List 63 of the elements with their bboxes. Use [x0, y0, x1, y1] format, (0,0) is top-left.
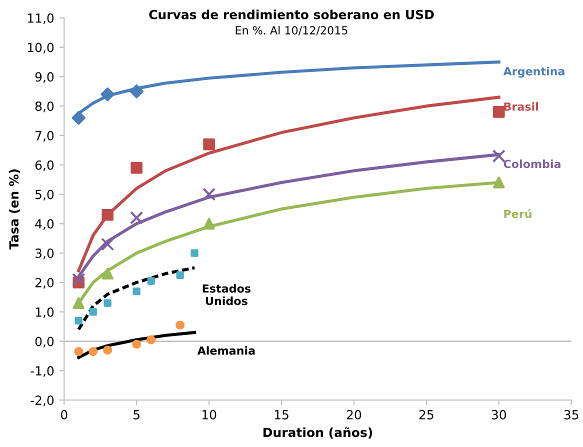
series-label: Estados Unidos [202, 284, 251, 306]
y-tick-label: 10,0 [28, 42, 54, 54]
point [74, 316, 82, 325]
point [203, 218, 215, 230]
point [100, 87, 115, 102]
y-tick-label: 1,0 [36, 307, 54, 318]
y-tick-label: 2,0 [35, 278, 54, 289]
y-tick-label: 0,0 [35, 336, 54, 348]
point [102, 268, 114, 280]
point [132, 340, 142, 349]
point [89, 308, 97, 316]
text: En %. Al 10/12/2015 [236, 26, 348, 36]
point [176, 271, 184, 279]
x-tick-label: 25 [419, 410, 434, 420]
point [102, 208, 114, 221]
x-axis-title: Duration (años) [264, 427, 372, 439]
point [492, 176, 505, 188]
point [130, 84, 144, 98]
point [72, 297, 85, 309]
y-tick-label: -1,0 [30, 366, 54, 377]
point [72, 272, 86, 286]
x-tick-label: 20 [346, 410, 362, 420]
y-tick-label: 6,0 [35, 160, 54, 172]
point [190, 249, 198, 257]
chart-title: Curvas de rendimiento soberano en USD [149, 10, 434, 20]
point [103, 346, 112, 355]
y-tick-label: 9,0 [35, 72, 54, 83]
y-tick-label: 5,0 [35, 190, 54, 200]
point [101, 238, 114, 251]
x-tick-label: 0 [60, 410, 68, 420]
point [146, 335, 156, 344]
series-label: Colombia [504, 159, 560, 168]
line-series [77, 96, 500, 272]
point [202, 188, 216, 201]
series-label: Brasil [504, 102, 538, 111]
y-tick-label: 3,0 [35, 248, 54, 260]
point [203, 138, 215, 150]
point [130, 162, 142, 174]
point [147, 277, 155, 285]
y-tick-label: 4,0 [35, 219, 54, 230]
x-tick-label: 10 [202, 410, 216, 420]
point [72, 110, 86, 125]
point [104, 299, 112, 307]
point [492, 106, 505, 118]
x-tick-label: 15 [274, 410, 288, 420]
y-axis-title: Tasa (en %) [8, 169, 20, 250]
point [132, 287, 140, 296]
y-tick-label: 8,0 [35, 102, 54, 112]
text: Alemania [197, 346, 255, 355]
line-series [77, 266, 196, 332]
x-tick-label: 35 [564, 410, 578, 420]
point [492, 149, 506, 163]
text: Argentina [503, 66, 564, 78]
point [176, 320, 185, 330]
y-tick-label: -2,0 [30, 396, 54, 406]
point [130, 211, 144, 224]
x-tick-label: 30 [492, 410, 506, 420]
y-tick-label: 7,0 [36, 130, 54, 142]
series-label: Perú [504, 209, 532, 218]
point [88, 347, 98, 356]
y-tick-label: 11,0 [28, 13, 54, 24]
point [74, 347, 84, 356]
x-tick-label: 5 [134, 410, 140, 420]
